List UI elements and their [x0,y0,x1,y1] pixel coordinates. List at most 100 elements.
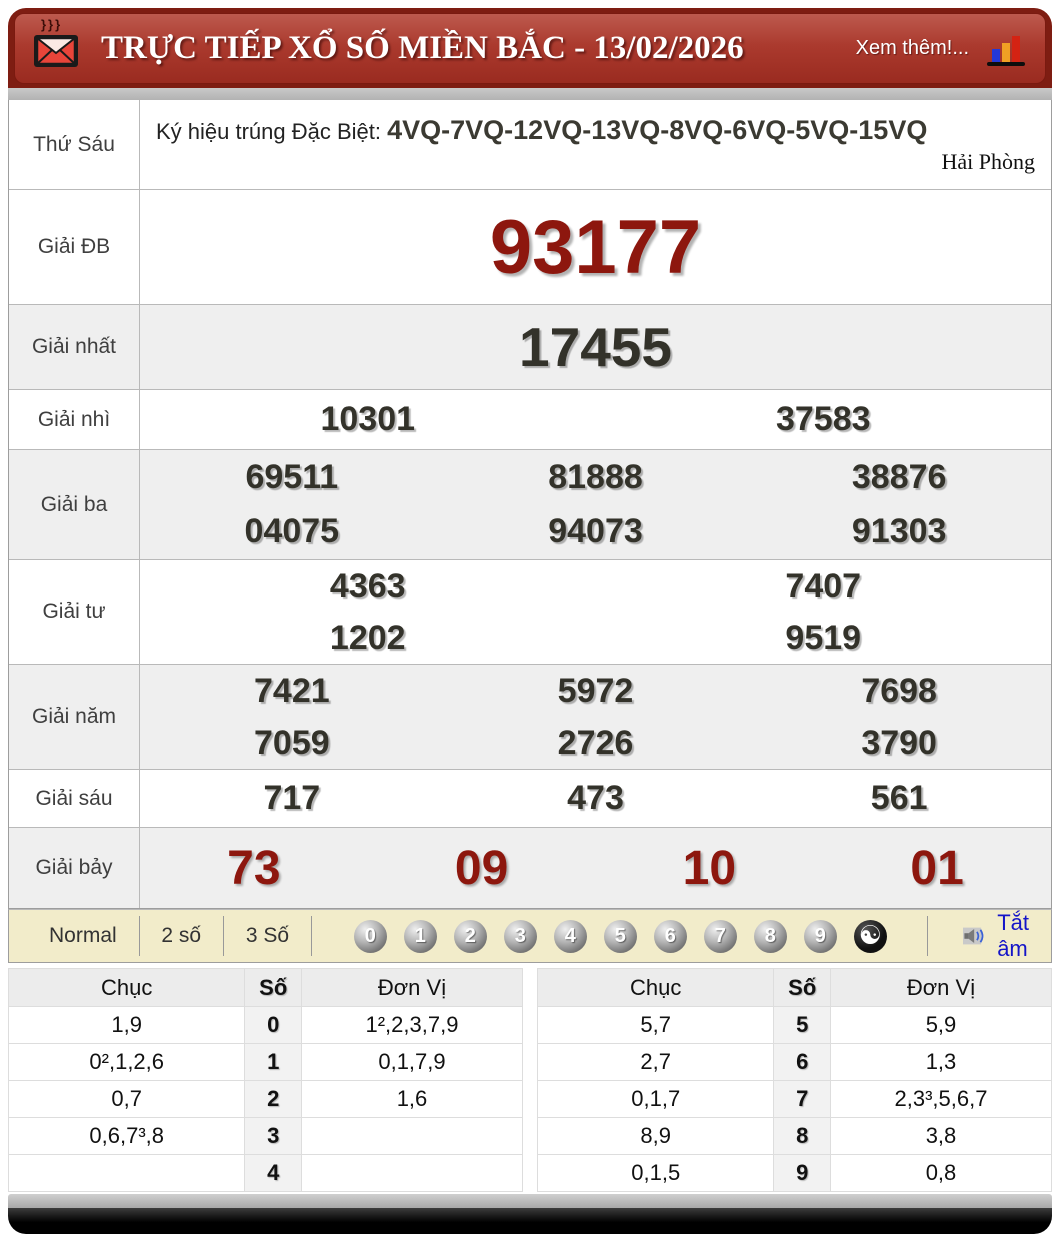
prize-row-special: Giải ĐB 93177 [9,190,1051,305]
header: }}} TRỰC TIẾP XỔ SỐ MIỀN BẮC - 13/02/202… [8,8,1052,88]
digit-cell: 6 [773,1043,831,1081]
table-row: 4 [7,1154,524,1192]
prize-number: 7421 [254,671,330,710]
tens-cell: 0,1,7 [536,1080,775,1118]
mode-3-digits[interactable]: 3 Số [245,924,290,947]
envelope-icon: }}} [33,17,79,69]
ball-9[interactable]: 9 [803,919,837,953]
table-row: 0²,1,2,6 1 0,1,7,9 [7,1043,524,1081]
units-cell: 2,3³,5,6,7 [829,1080,1053,1118]
prize-number: 9519 [785,618,862,657]
number-balls: 0 1 2 3 4 5 6 7 8 9 ☯ [353,919,887,953]
tens-cell: 1,9 [7,1006,246,1044]
tens-cell: 2,7 [536,1043,775,1081]
prize-row-second: Giải nhì 10301 37583 [9,390,1051,450]
digit-cell: 8 [773,1117,831,1155]
table-row: 1,9 0 1²,2,3,7,9 [7,1006,524,1044]
prize-number: 10 [682,841,737,895]
prize-number: 01 [910,841,964,895]
weekday-label: Thứ Sáu [9,100,140,189]
prize-number: 73 [227,841,281,895]
ball-3[interactable]: 3 [503,919,537,953]
table-row: 0,1,5 9 0,8 [536,1154,1053,1192]
ball-7[interactable]: 7 [703,919,737,953]
prize-number: 09 [454,841,509,895]
prize-number: 81888 [548,457,643,496]
prize-label: Giải nhì [9,390,140,449]
column-header: Đơn Vị [300,968,524,1007]
table-row: 0,1,7 7 2,3³,5,6,7 [536,1080,1053,1118]
see-more-link[interactable]: Xem thêm!... [855,37,969,59]
ball-5[interactable]: 5 [603,919,637,953]
tens-cell: 0²,1,2,6 [7,1043,246,1081]
prize-number: 4363 [329,566,406,605]
mute-button[interactable]: Tắt âm [963,910,1045,962]
page-title: TRỰC TIẾP XỔ SỐ MIỀN BẮC - 13/02/2026 [101,30,744,66]
yin-yang-icon[interactable]: ☯ [853,919,887,953]
prize-number: 17455 [519,316,672,378]
table-row: 0,6,7³,8 3 [7,1117,524,1155]
units-cell [300,1117,524,1155]
ball-8[interactable]: 8 [753,919,787,953]
prize-number: 7698 [861,671,937,710]
prize-number: 94073 [548,512,643,551]
speaker-icon [963,927,984,945]
prize-number: 93177 [489,204,702,290]
units-cell: 5,9 [829,1006,1053,1044]
prize-label: Giải bảy [9,828,140,908]
ball-2[interactable]: 2 [453,919,487,953]
prize-number: 10301 [320,400,416,438]
prize-number: 473 [567,779,624,817]
digit-cell: 9 [773,1154,831,1192]
tens-cell: 0,7 [7,1080,246,1118]
prize-number: 38876 [851,457,947,496]
stats-table-right: Chục Số Đơn Vị 5,7 5 5,9 2,7 6 1,3 0,1,7… [536,968,1053,1192]
ball-6[interactable]: 6 [653,919,687,953]
head-tail-stats: Chục Số Đơn Vị 1,9 0 1²,2,3,7,9 0²,1,2,6… [7,968,1053,1192]
special-sign-cell: Ký hiệu trúng Đặc Biệt: 4VQ-7VQ-12VQ-13V… [140,100,1051,189]
table-row: 5,7 5 5,9 [536,1006,1053,1044]
tens-cell: 0,6,7³,8 [7,1117,246,1155]
prize-number: 5972 [557,671,634,710]
tens-cell: 5,7 [536,1006,775,1044]
digit-cell: 5 [773,1006,831,1044]
digit-cell: 4 [244,1154,302,1192]
divider [311,916,312,956]
prize-number: 561 [870,779,928,817]
digit-cell: 0 [244,1006,302,1044]
mode-normal[interactable]: Normal [49,924,117,947]
bar-chart-icon[interactable] [987,32,1027,66]
digit-cell: 7 [773,1080,831,1118]
digit-cell: 2 [244,1080,302,1118]
prize-table: Thứ Sáu Ký hiệu trúng Đặc Biệt: 4VQ-7VQ-… [8,100,1052,909]
control-bar: Normal 2 số 3 Số 0 1 2 3 4 5 6 7 8 9 ☯ [8,909,1052,963]
column-header: Đơn Vị [829,968,1053,1007]
tens-cell: 8,9 [536,1117,775,1155]
column-header: Chục [7,968,246,1007]
prize-number: 69511 [245,457,339,496]
column-header: Chục [536,968,775,1007]
prize-number: 1202 [329,618,406,657]
prize-row-fifth: Giải năm 7421 5972 7698 7059 2726 3790 [9,665,1051,770]
footer-gray-band [8,1194,1052,1208]
special-sign-codes: 4VQ-7VQ-12VQ-13VQ-8VQ-6VQ-5VQ-15VQ [387,115,928,145]
prize-row-first: Giải nhất 17455 [9,305,1051,390]
divider [926,916,928,956]
prize-label: Giải ba [9,450,140,559]
prize-number: 7407 [785,566,862,605]
prize-label: Giải năm [9,665,140,769]
mode-2-digits[interactable]: 2 số [161,924,202,947]
info-row: Thứ Sáu Ký hiệu trúng Đặc Biệt: 4VQ-7VQ-… [9,100,1051,190]
prize-row-fourth: Giải tư 4363 7407 1202 9519 [9,560,1051,665]
mute-label: Tắt âm [997,910,1029,961]
prize-number: 37583 [775,400,871,438]
special-sign-prefix: Ký hiệu trúng Đặc Biệt: [156,119,388,144]
ball-1[interactable]: 1 [403,919,437,953]
footer-bar [8,1208,1052,1234]
prize-number: 3790 [861,723,937,762]
ball-4[interactable]: 4 [553,919,587,953]
units-cell: 1,6 [300,1080,524,1118]
ball-0[interactable]: 0 [353,919,387,953]
digit-cell: 3 [244,1117,302,1155]
prize-row-sixth: Giải sáu 717 473 561 [9,770,1051,828]
